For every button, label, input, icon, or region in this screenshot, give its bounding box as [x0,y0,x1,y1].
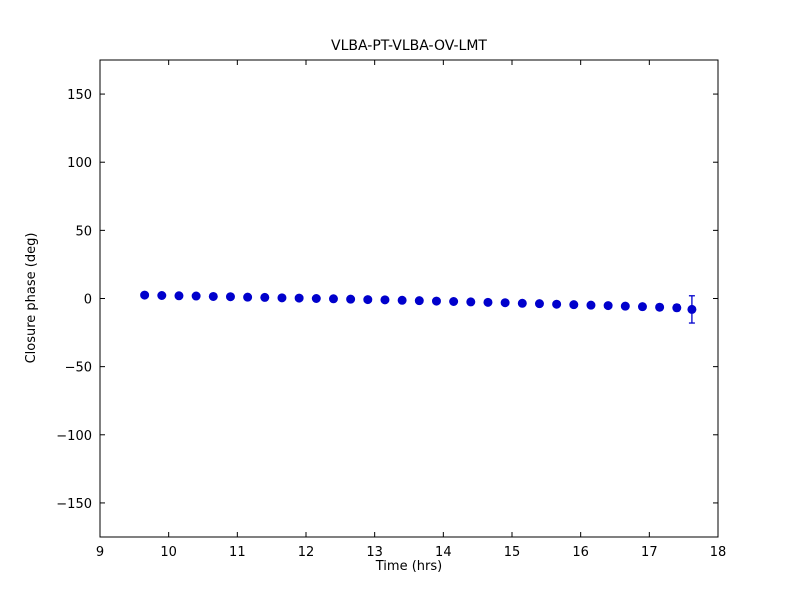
data-point [191,291,201,301]
x-tick-label: 18 [710,545,727,560]
data-point [672,303,682,313]
x-tick-label: 17 [641,545,658,560]
x-tick-label: 16 [572,545,589,560]
data-point [534,299,544,309]
y-tick-label: −100 [56,429,92,444]
data-point [277,293,287,303]
data-point [260,292,270,302]
y-axis-label: Closure phase (deg) [24,233,39,364]
data-point [431,296,441,306]
y-tick-label: 150 [67,88,92,103]
x-tick-label: 10 [160,545,177,560]
data-point [500,298,510,308]
data-point [140,290,150,300]
x-tick-label: 11 [229,545,246,560]
y-tick-label: 0 [84,293,92,308]
data-point [174,291,184,301]
data-point [414,296,424,306]
x-tick-label: 15 [504,545,521,560]
x-tick-label: 9 [96,545,104,560]
y-tick-label: −50 [65,361,92,376]
data-point [243,292,253,302]
data-point [620,301,630,311]
x-tick-label: 14 [435,545,452,560]
data-point [294,293,304,303]
data-point [346,294,356,304]
data-point [363,295,373,305]
x-tick-label: 13 [366,545,383,560]
data-points [140,290,697,314]
data-point [637,302,647,312]
axes-frame [99,59,719,538]
data-point [208,291,218,301]
plot-border [99,59,719,538]
data-point [466,297,476,307]
y-tick-label: 100 [67,156,92,171]
x-axis-label: Time (hrs) [375,559,442,574]
data-point [603,301,613,311]
data-point [687,304,697,314]
data-point [328,294,338,304]
x-tick-label: 12 [298,545,315,560]
data-point [225,292,235,302]
data-point [552,299,562,309]
data-point [655,302,665,312]
data-point [380,295,390,305]
data-point [449,296,459,306]
data-point [483,297,493,307]
data-point [569,300,579,310]
data-point [157,291,167,301]
data-point [397,295,407,305]
y-tick-label: −150 [56,497,92,512]
data-point [517,298,527,308]
chart-title: VLBA-PT-VLBA-OV-LMT [331,38,487,54]
y-tick-label: 50 [75,224,92,239]
axis-ticks [99,60,719,537]
data-point [311,294,321,303]
axis-tick-labels: 9 10 11 12 13 14 15 16 17 18 −150 −100 −50 0 50 100 150 [56,88,726,560]
data-point [586,300,596,310]
